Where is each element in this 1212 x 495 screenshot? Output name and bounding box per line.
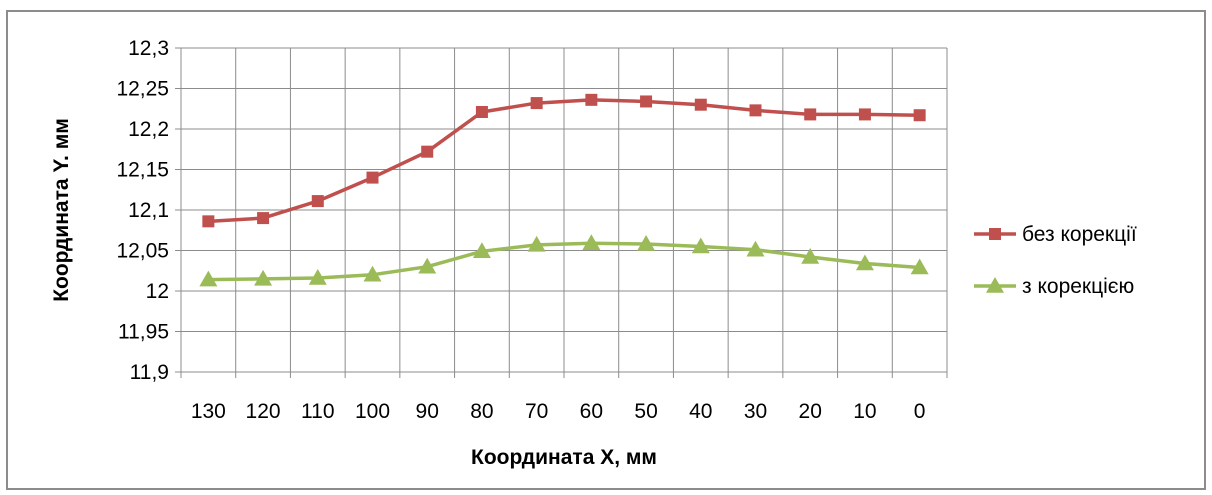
y-tick-label: 12,3 (128, 37, 169, 60)
series-markers (199, 93, 929, 287)
series-1-point (475, 105, 488, 118)
series-2-point (582, 234, 601, 250)
y-tick-label: 12,05 (116, 240, 169, 263)
series-2-point (363, 265, 382, 282)
series-2-point (801, 247, 820, 264)
series-2-point (199, 270, 218, 287)
series-line-1 (208, 98, 920, 224)
legend-marker-2 (986, 277, 1004, 293)
x-tick-label: 50 (634, 400, 657, 423)
x-tick-label: 130 (191, 400, 226, 423)
series-1-point (694, 98, 707, 111)
chart-area: 11,9 11,95 12 12,05 12,1 12,15 12,2 12,25 12,3 1… (6, 10, 1206, 490)
x-tick-label: 30 (744, 400, 767, 423)
series-1-point (913, 109, 926, 122)
series-2-point (472, 242, 491, 259)
y-tick-label: 12 (146, 280, 169, 303)
series-1-point (640, 95, 653, 108)
x-tick-label: 10 (853, 400, 876, 423)
x-tick-labels: 130 120 110 100 90 80 70 60 50 40 30 20 10 0 (191, 400, 926, 423)
y-axis-title: Координата Y. мм (50, 118, 73, 302)
series-1-point (257, 212, 270, 225)
x-axis-title: Координата Х, мм (471, 446, 657, 469)
x-tick-label: 60 (580, 400, 603, 423)
y-tick-label: 12,15 (116, 159, 169, 182)
series-2-point (855, 254, 874, 271)
y-tick-label: 11,95 (118, 321, 169, 344)
y-tick-label: 12,1 (128, 199, 169, 222)
axes (175, 47, 948, 378)
x-tick-label: 120 (246, 400, 281, 423)
series-2-point (746, 240, 765, 257)
x-tick-label: 70 (525, 400, 548, 423)
x-tick-label: 80 (470, 400, 493, 423)
series-1-point (311, 195, 324, 208)
chart-canvas: 11,9 11,95 12 12,05 12,1 12,15 12,2 12,25 12,3 1… (50, 37, 1137, 469)
series-lines (208, 98, 920, 282)
legend-label-2: з корекцією (1022, 275, 1134, 298)
x-tick-label: 0 (914, 400, 926, 423)
series-2-point (910, 258, 929, 275)
x-tick-label: 40 (689, 400, 712, 423)
legend: без корекції з корекцією (974, 223, 1137, 298)
x-tick-label: 90 (416, 400, 439, 423)
y-tick-label: 12,2 (128, 118, 169, 141)
x-tick-label: 20 (799, 400, 822, 423)
series-line-2 (208, 241, 920, 282)
y-tick-labels: 11,9 11,95 12 12,05 12,1 12,15 12,2 12,25 12,3 (116, 37, 169, 384)
y-tick-label: 12,25 (116, 78, 169, 101)
gridlines (181, 47, 948, 372)
series-2-point (691, 237, 710, 254)
series-2-point (418, 257, 437, 274)
y-tick-label: 11,9 (130, 361, 169, 384)
series-2-point (308, 269, 327, 285)
x-tick-label: 100 (355, 400, 390, 423)
series-1-point (585, 93, 598, 106)
series-1-point (749, 104, 762, 117)
series-1-point (804, 108, 817, 121)
series-1-point (421, 145, 434, 158)
series-2-point (637, 235, 656, 251)
series-1-point (858, 108, 871, 121)
series-1-point (366, 171, 379, 184)
x-tick-label: 110 (301, 400, 334, 423)
series-1-point (530, 97, 543, 110)
legend-label-1: без корекції (1022, 223, 1137, 246)
legend-marker-1 (989, 228, 1001, 240)
series-1-point (202, 215, 215, 228)
series-2-point (527, 235, 546, 252)
series-2-point (254, 269, 273, 286)
